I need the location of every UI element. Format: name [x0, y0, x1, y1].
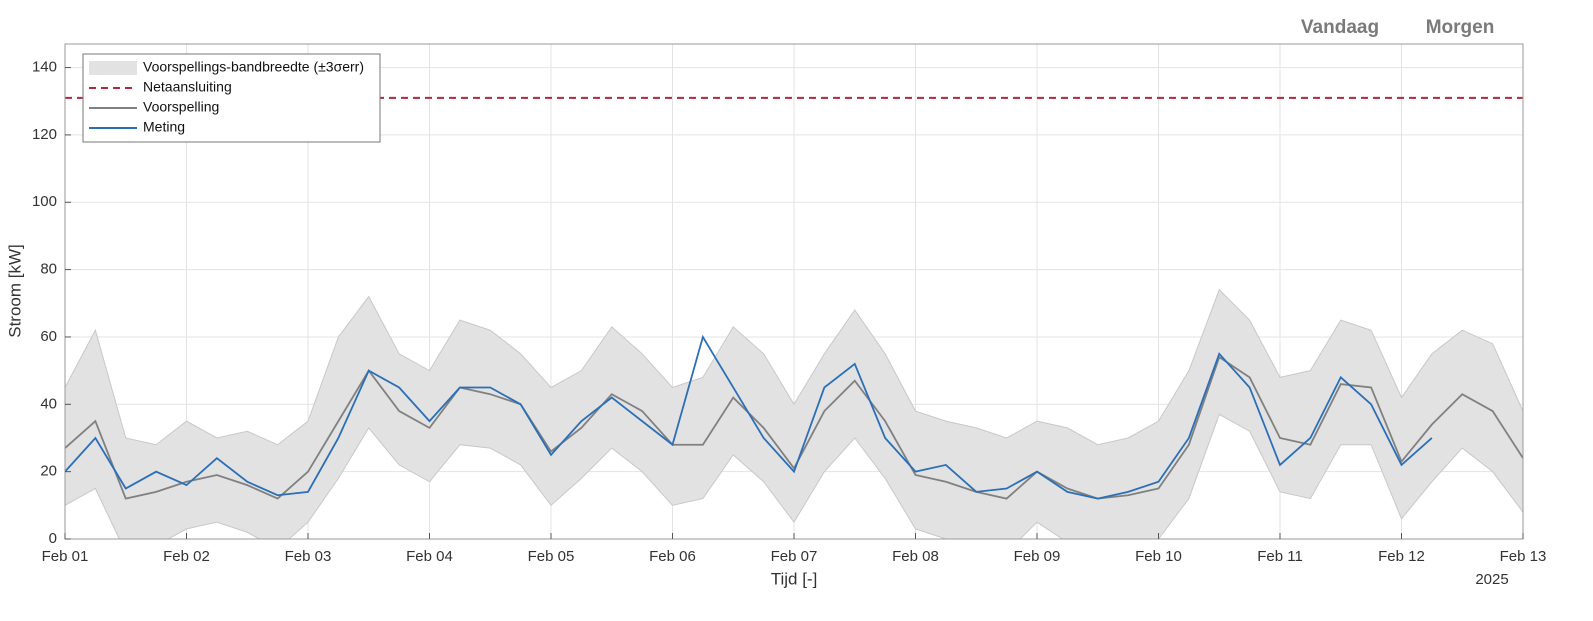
y-tick-label: 40 [40, 395, 57, 412]
legend-label: Voorspelling [143, 99, 219, 115]
x-tick-label: Feb 08 [892, 548, 939, 565]
annotation: Vandaag [1301, 17, 1379, 38]
legend-label: Meting [143, 119, 185, 135]
annotation: Morgen [1426, 17, 1495, 38]
forecast-band [65, 288, 1523, 539]
x-tick-label: Feb 05 [528, 548, 575, 565]
x-tick-label: Feb 11 [1257, 548, 1303, 565]
y-tick-label: 20 [40, 463, 57, 480]
y-tick-label: 120 [32, 126, 57, 143]
legend-swatch [89, 61, 137, 75]
x-tick-label: Feb 02 [163, 548, 210, 565]
y-axis-label: Stroom [kW] [5, 244, 24, 338]
x-tick-label: Feb 09 [1014, 548, 1061, 565]
y-tick-label: 140 [32, 59, 57, 76]
x-tick-label: Feb 03 [285, 548, 332, 565]
legend: Voorspellings-bandbreedte (±3σerr) Netaan… [82, 53, 381, 143]
y-tick-label: 100 [32, 193, 57, 210]
x-tick-label: Feb 01 [42, 548, 89, 565]
y-tick-label: 0 [49, 530, 57, 547]
series-line [65, 334, 1433, 500]
annotation: 2025 [1475, 571, 1508, 588]
x-tick-label: Feb 07 [771, 548, 818, 565]
x-axis-label: Tijd [-] [771, 569, 818, 588]
series-line [65, 355, 1523, 500]
x-tick-label: Feb 06 [649, 548, 696, 565]
x-tick-label: Feb 04 [406, 548, 453, 565]
y-tick-label: 80 [40, 261, 57, 278]
x-tick-label: Feb 10 [1135, 548, 1182, 565]
legend-label: Voorspellings-bandbreedte (±3σerr) [143, 59, 364, 75]
legend-label: Netaansluiting [143, 79, 232, 95]
x-tick-label: Feb 13 [1500, 548, 1547, 565]
x-tick-label: Feb 12 [1378, 548, 1425, 565]
y-tick-label: 60 [40, 328, 57, 345]
